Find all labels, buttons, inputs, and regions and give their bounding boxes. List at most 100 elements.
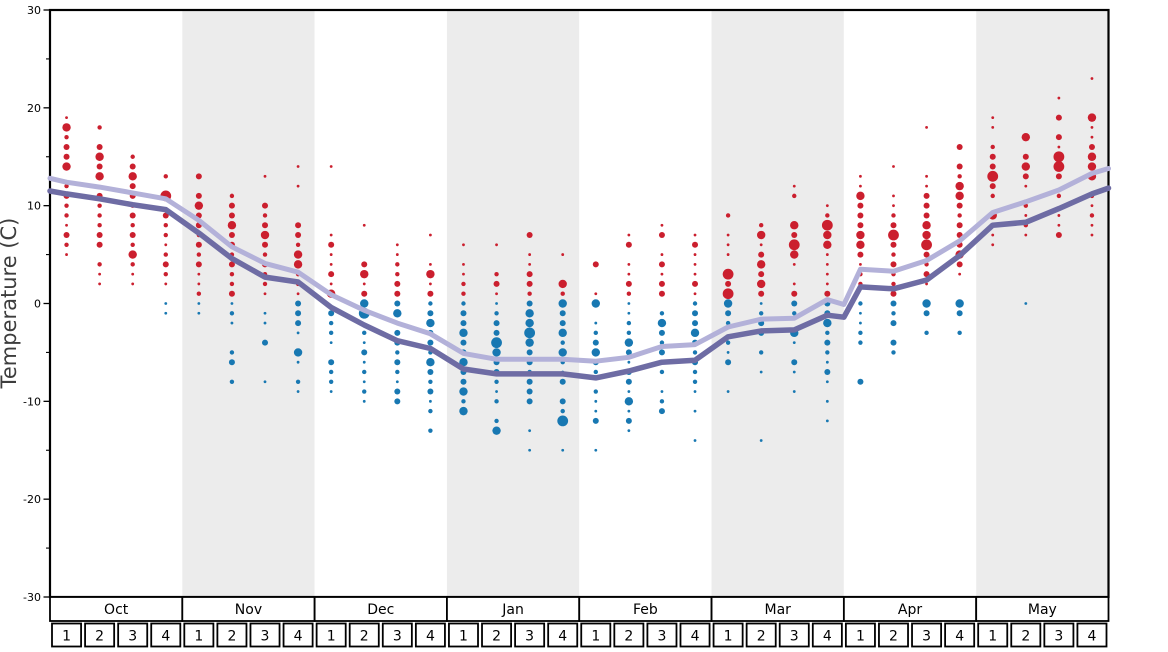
min-temp-dot [692, 369, 698, 375]
min-temp-dot [293, 348, 303, 357]
max-temp-dot [197, 272, 201, 276]
min-temp-dot [230, 321, 234, 325]
max-temp-dot [260, 230, 270, 240]
min-temp-dot [360, 299, 369, 308]
max-temp-dot [228, 261, 235, 268]
min-temp-dot [627, 429, 631, 433]
max-temp-dot [62, 162, 71, 171]
max-temp-dot [1087, 113, 1097, 122]
max-temp-dot [989, 153, 996, 160]
max-temp-dot [955, 181, 964, 191]
max-temp-dot [660, 223, 664, 227]
max-temp-dot [461, 291, 466, 296]
week-number-label: 1 [988, 629, 997, 645]
min-temp-dot [624, 338, 634, 347]
min-temp-dot [659, 369, 665, 375]
band-dec [314, 10, 447, 597]
max-temp-dot [825, 204, 829, 208]
min-temp-dot [461, 399, 466, 404]
max-temp-dot [130, 242, 135, 247]
min-temp-dot [362, 380, 366, 384]
min-temp-dot [859, 321, 862, 325]
max-temp-dot [1090, 135, 1094, 139]
month-cell-mar [710, 596, 845, 622]
week-cell [580, 622, 612, 648]
max-temp-dot [1087, 162, 1097, 171]
max-temp-dot [1024, 214, 1028, 217]
min-temp-dot [957, 330, 962, 336]
min-temp-dot [825, 399, 829, 403]
min-temp-dot [495, 302, 498, 305]
week-number-label: 3 [128, 629, 137, 645]
max-temp-dot [361, 261, 368, 268]
max-temp-dot [923, 251, 930, 258]
month-cell-feb [578, 596, 713, 622]
week-cell [977, 622, 1009, 648]
min-temp-dot [627, 390, 631, 393]
min-temp-dot [559, 378, 566, 385]
max-temp-dot [96, 143, 103, 150]
week-number-label: 4 [294, 629, 303, 645]
max-temp-dot [693, 292, 697, 296]
week-number-label: 2 [360, 629, 369, 645]
week-cell [613, 622, 645, 648]
min-temp-dot [528, 429, 532, 433]
max-temp-dot [890, 290, 897, 297]
scatter-dots [62, 77, 1097, 452]
max-temp-dot [859, 262, 862, 266]
min-temp-dot [494, 399, 499, 404]
min-temp-dot [362, 341, 366, 345]
week-number-label: 3 [922, 629, 931, 645]
week-number-label: 2 [757, 629, 766, 645]
y-tick-label: -10 [23, 395, 41, 408]
max-temp-dot [360, 269, 369, 279]
band-nov [182, 10, 315, 597]
min-temp-dot [657, 318, 667, 328]
max-temp-dot [1055, 232, 1062, 239]
y-tick-label: 0 [34, 298, 41, 311]
min-temp-dot [594, 448, 598, 452]
min-temp-dot [526, 388, 533, 395]
max-temp-dot [64, 242, 69, 247]
min-temp-dot [460, 378, 467, 385]
min-temp-dot [823, 318, 832, 328]
min-temp-dot [723, 299, 733, 308]
max-temp-dot [62, 123, 71, 132]
week-number-label: 4 [955, 629, 964, 645]
max-temp-dot [130, 154, 135, 159]
max-temp-dot [756, 279, 766, 289]
week-cell [911, 622, 943, 648]
week-cell [216, 622, 248, 648]
max-temp-dot [129, 183, 136, 190]
y-tick-label: -30 [23, 591, 41, 604]
max-temp-dot [295, 222, 302, 229]
max-temp-dot [97, 203, 102, 208]
min-temp-dot [792, 370, 796, 374]
max-temp-dot [229, 271, 235, 277]
max-temp-dot [97, 213, 102, 218]
max-temp-dot [990, 193, 995, 199]
min-temp-dot [493, 329, 500, 336]
max-temp-dot [756, 230, 766, 240]
max-temp-dot [329, 253, 333, 256]
min-temp-dot [758, 311, 764, 316]
max-temp-dot [428, 233, 432, 237]
max-temp-dot [958, 272, 962, 276]
band-apr [843, 10, 977, 597]
min-temp-dot [824, 339, 831, 346]
min-temp-dot [659, 311, 665, 316]
y-tick-label: -20 [23, 493, 41, 506]
month-label: Jan [501, 602, 524, 618]
max-temp-dot [97, 223, 102, 228]
max-temp-dot [428, 282, 432, 286]
max-temp-dot [296, 165, 300, 168]
max-temp-dot [96, 241, 103, 248]
week-number-label: 1 [194, 629, 203, 645]
min-temp-dot [859, 311, 862, 315]
min-temp-dot [922, 299, 931, 308]
week-cell [1010, 622, 1042, 648]
max-temp-dot [163, 271, 168, 277]
week-cell [712, 622, 744, 648]
min-temp-dot [395, 369, 400, 375]
max-temp-dot [921, 239, 932, 251]
